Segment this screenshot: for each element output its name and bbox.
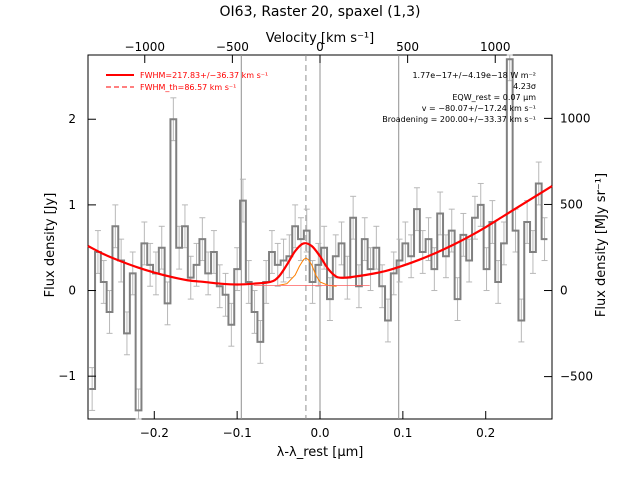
- annotation-snr: 4.23σ: [513, 82, 536, 91]
- data-step-line: [89, 58, 548, 412]
- y-tick-label: 0: [68, 284, 76, 298]
- chart-title: OI63, Raster 20, spaxel (1,3): [220, 4, 421, 20]
- y-tick-label: 2: [68, 112, 76, 126]
- fit-series: [87, 185, 553, 286]
- right-tick-label: −500: [560, 370, 593, 384]
- component-series: [253, 257, 370, 287]
- top-tick-label: −500: [216, 40, 249, 54]
- top-axis-label: Velocity [km s⁻¹]: [266, 31, 374, 46]
- data-series: [89, 58, 548, 412]
- x-tick-label: 0.1: [393, 426, 412, 440]
- reference-lines: [240, 55, 400, 419]
- legend: FWHM=217.83+/−36.37 km s⁻¹ FWHM_th=86.57…: [106, 71, 268, 92]
- y-tick-label: 1: [68, 198, 76, 212]
- y-tick-label: −1: [58, 369, 76, 383]
- annotation-eqw: EQW_rest = 0.07 μm: [452, 93, 536, 102]
- right-tick-label: 0: [560, 284, 568, 298]
- top-tick-label: 1000: [480, 40, 511, 54]
- x-tick-label: 0.0: [310, 426, 329, 440]
- x-tick-label: −0.2: [140, 426, 169, 440]
- annotation-broadening: Broadening = 200.00+/−33.37 km s⁻¹: [382, 115, 536, 124]
- annotation-flux: 1.77e−17+/−4.19e−18 W m⁻²: [412, 71, 536, 80]
- top-tick-label: −1000: [124, 40, 165, 54]
- legend-entry-2: FWHM_th=86.57 km s⁻¹: [140, 83, 236, 92]
- annotations: 1.77e−17+/−4.19e−18 W m⁻² 4.23σ EQW_rest…: [382, 71, 536, 124]
- top-tick-label: 0: [316, 40, 324, 54]
- x-axis-label: λ-λ_rest [μm]: [277, 445, 364, 460]
- x-tick-label: −0.1: [223, 426, 252, 440]
- top-tick-label: 500: [396, 40, 419, 54]
- annotation-velocity: v = −80.07+/−17.24 km s⁻¹: [422, 104, 536, 113]
- fit-curve: [87, 185, 553, 286]
- right-tick-label: 1000: [560, 111, 591, 125]
- component-curve: [278, 257, 337, 287]
- right-axis-label: Flux density [MJy sr⁻¹]: [594, 173, 609, 317]
- y-axis-label: Flux density [Jy]: [43, 193, 58, 298]
- x-tick-label: 0.2: [476, 426, 495, 440]
- right-tick-label: 500: [560, 197, 583, 211]
- legend-entry-1: FWHM=217.83+/−36.37 km s⁻¹: [140, 71, 268, 80]
- axes-ticks: −0.2 −0.1 0.0 0.1 0.2 −1 0 1 2 −1000 −500 0 500 1000 −…: [58, 40, 593, 440]
